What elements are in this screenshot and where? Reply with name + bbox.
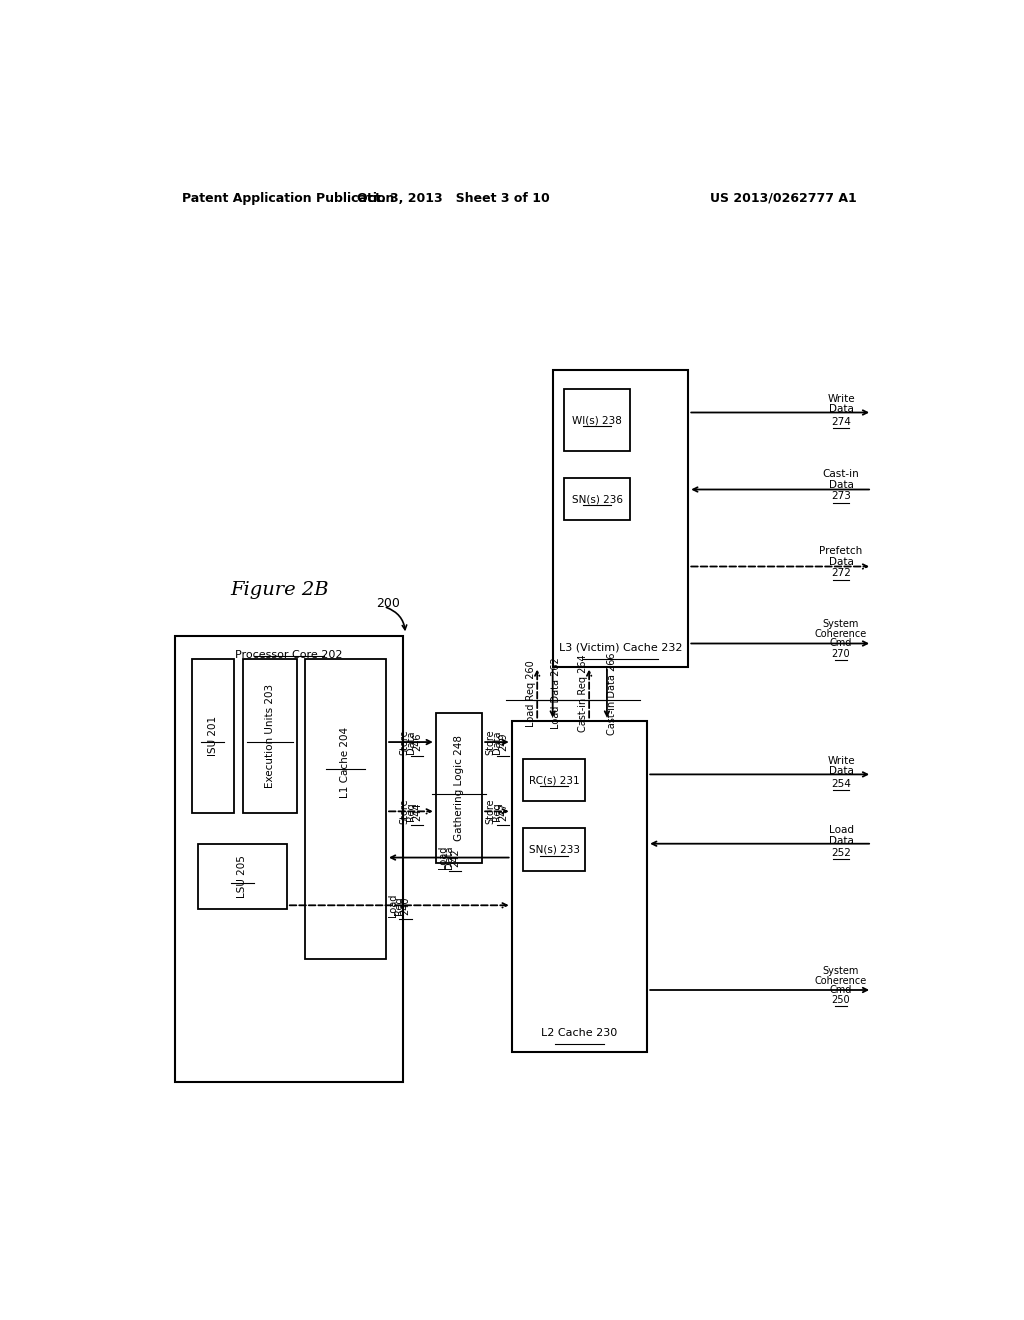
Text: L2 Cache 230: L2 Cache 230 — [542, 1028, 617, 1038]
Text: 247: 247 — [498, 803, 508, 821]
Text: Data: Data — [828, 836, 853, 846]
Bar — [553, 370, 688, 667]
Text: 252: 252 — [831, 847, 851, 858]
Text: Store: Store — [399, 799, 410, 824]
Text: Cast-in: Cast-in — [822, 469, 859, 479]
Text: Load Req 260: Load Req 260 — [526, 660, 536, 727]
Text: 254: 254 — [831, 779, 851, 788]
Bar — [174, 636, 403, 1082]
Text: Patent Application Publication: Patent Application Publication — [182, 191, 394, 205]
Text: Coherence: Coherence — [815, 630, 867, 639]
Text: Write: Write — [827, 393, 855, 404]
Text: 270: 270 — [831, 648, 850, 659]
Text: ISU 201: ISU 201 — [208, 715, 218, 756]
Text: Data: Data — [443, 846, 454, 870]
Text: Execution Units 203: Execution Units 203 — [265, 684, 274, 788]
Text: 200: 200 — [376, 597, 400, 610]
Bar — [564, 478, 630, 520]
Text: 250: 250 — [831, 995, 850, 1005]
Bar — [523, 759, 586, 801]
Bar — [198, 843, 287, 909]
Text: 242: 242 — [451, 849, 460, 867]
Text: Req: Req — [406, 803, 416, 821]
Text: Figure 2B: Figure 2B — [229, 581, 329, 598]
Text: 244: 244 — [412, 803, 422, 821]
Bar — [523, 829, 586, 871]
Text: Load: Load — [828, 825, 853, 834]
Text: 272: 272 — [831, 569, 851, 578]
Text: Data: Data — [828, 767, 853, 776]
Text: Data: Data — [828, 557, 853, 566]
Text: Cast-in Data 266: Cast-in Data 266 — [606, 652, 616, 735]
Text: System: System — [823, 619, 859, 630]
Text: Write: Write — [827, 755, 855, 766]
Text: SN(s) 236: SN(s) 236 — [571, 494, 623, 504]
Text: Data: Data — [492, 730, 502, 754]
Text: Store: Store — [485, 799, 496, 824]
Bar — [512, 721, 647, 1052]
Text: 274: 274 — [831, 417, 851, 426]
Text: Req: Req — [492, 803, 502, 821]
Text: Prefetch: Prefetch — [819, 546, 862, 556]
Bar — [305, 659, 386, 960]
Text: L3 (Victim) Cache 232: L3 (Victim) Cache 232 — [559, 643, 682, 653]
Text: US 2013/0262777 A1: US 2013/0262777 A1 — [710, 191, 856, 205]
Text: 249: 249 — [498, 733, 508, 751]
Bar — [191, 659, 234, 813]
Text: L1 Cache 204: L1 Cache 204 — [340, 727, 350, 799]
Text: Processor Core 202: Processor Core 202 — [236, 649, 343, 660]
Text: Gathering Logic 248: Gathering Logic 248 — [454, 735, 464, 841]
Text: RC(s) 231: RC(s) 231 — [529, 775, 580, 785]
Bar — [564, 389, 630, 451]
Bar — [243, 659, 297, 813]
Text: Cast-in Req 264: Cast-in Req 264 — [578, 655, 588, 733]
Text: Req: Req — [394, 896, 404, 915]
Text: SN(s) 233: SN(s) 233 — [528, 845, 580, 854]
Text: Coherence: Coherence — [815, 975, 867, 986]
Text: 240: 240 — [400, 896, 411, 915]
Text: Data: Data — [828, 480, 853, 490]
Text: Load: Load — [388, 894, 398, 917]
Text: Load Data 262: Load Data 262 — [551, 657, 561, 730]
Text: System: System — [823, 966, 859, 975]
Text: Oct. 3, 2013   Sheet 3 of 10: Oct. 3, 2013 Sheet 3 of 10 — [357, 191, 550, 205]
Text: Load: Load — [437, 846, 447, 870]
Text: Store: Store — [399, 729, 410, 755]
Text: 273: 273 — [831, 491, 851, 502]
Bar — [435, 713, 482, 863]
Text: Cmd: Cmd — [829, 639, 852, 648]
Text: Data: Data — [828, 404, 853, 414]
Text: WI(s) 238: WI(s) 238 — [572, 416, 623, 425]
Text: Data: Data — [406, 730, 416, 754]
Text: Cmd: Cmd — [829, 985, 852, 995]
Text: Store: Store — [485, 729, 496, 755]
Text: 246: 246 — [412, 733, 422, 751]
Text: LSU 205: LSU 205 — [238, 855, 248, 898]
